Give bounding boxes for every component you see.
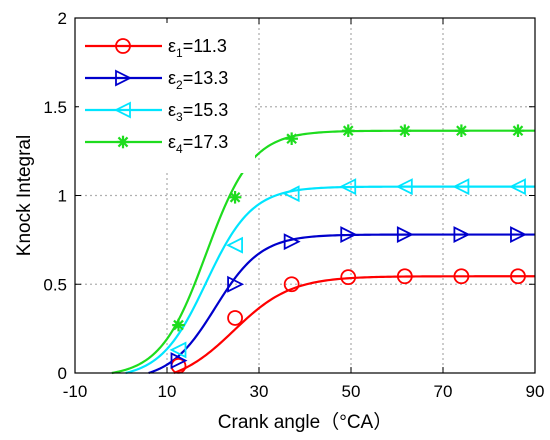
series-line-3	[125, 185, 535, 375]
asterisk-marker	[511, 124, 525, 138]
circle-marker	[453, 268, 470, 285]
asterisk-marker	[285, 132, 298, 145]
triangle-left-marker	[113, 101, 131, 119]
triangle-right-marker	[170, 352, 188, 370]
asterisk-marker	[341, 124, 355, 138]
triangle-left-marker	[339, 178, 357, 196]
y-tick-label: 2	[58, 9, 67, 28]
circle-marker	[227, 310, 243, 326]
legend-label-1: ε1=11.3	[168, 36, 227, 60]
y-axis-label: Knock Integral	[14, 135, 35, 256]
x-axis-label: Crank angle（°CA）	[218, 411, 392, 433]
axis-ticks: -10 10 30 50 70 90 0 0.5 1 1.5 2	[43, 9, 544, 401]
series-markers-1	[170, 268, 526, 374]
circle-marker	[340, 269, 357, 286]
triangle-left-marker	[169, 341, 187, 359]
asterisk-marker	[172, 318, 185, 332]
asterisk-stroke	[229, 191, 241, 203]
asterisk-stroke	[117, 136, 129, 148]
circle-marker	[510, 268, 526, 285]
triangle-right-marker	[453, 226, 471, 244]
x-tick-label: 10	[158, 382, 177, 401]
legend-box	[79, 23, 255, 173]
circle-marker	[115, 38, 131, 54]
triangle-left-marker	[282, 185, 300, 203]
y-tick-label: 1	[58, 187, 67, 206]
x-tick-label: -10	[63, 382, 88, 401]
series-markers-3	[169, 178, 526, 359]
triangle-left-marker	[508, 178, 526, 196]
asterisk-stroke	[456, 125, 467, 137]
series-markers	[169, 124, 527, 374]
triangle-right-marker	[227, 275, 245, 293]
series-markers-2	[170, 226, 527, 370]
x-tick-label: 30	[250, 382, 269, 401]
asterisk-stroke	[173, 319, 184, 331]
y-tick-label: 0	[58, 364, 67, 383]
circle-marker	[283, 276, 300, 293]
asterisk-marker	[455, 124, 468, 138]
y-tick-label: 0.5	[43, 275, 67, 294]
triangle-left-marker	[452, 178, 470, 196]
asterisk-marker	[116, 135, 130, 149]
asterisk-stroke	[399, 125, 411, 137]
triangle-right-marker	[340, 226, 358, 244]
x-tick-label: 50	[342, 382, 361, 401]
asterisk-marker	[398, 124, 412, 138]
legend-label-4: ε4=17.3	[168, 132, 228, 156]
series-markers-4	[172, 124, 525, 332]
triangle-right-marker	[115, 69, 133, 87]
triangle-right-marker	[283, 233, 301, 251]
asterisk-stroke	[512, 125, 524, 137]
x-tick-label: 90	[526, 382, 545, 401]
asterisk-marker	[228, 190, 242, 204]
triangle-right-marker	[396, 226, 414, 244]
circle-marker	[396, 268, 413, 285]
legend-label-2: ε2=13.3	[168, 68, 228, 92]
triangle-right-marker	[510, 226, 527, 244]
triangle-left-marker	[395, 178, 413, 196]
asterisk-stroke	[286, 133, 297, 145]
legend: ε1=11.3 ε2=13.3 ε3=15.3 ε4=17.3	[79, 23, 255, 173]
triangle-left-marker	[226, 236, 243, 254]
asterisk-stroke	[342, 125, 354, 137]
legend-label-3: ε3=15.3	[168, 100, 228, 124]
x-tick-label: 70	[434, 382, 453, 401]
y-tick-label: 1.5	[43, 98, 67, 117]
